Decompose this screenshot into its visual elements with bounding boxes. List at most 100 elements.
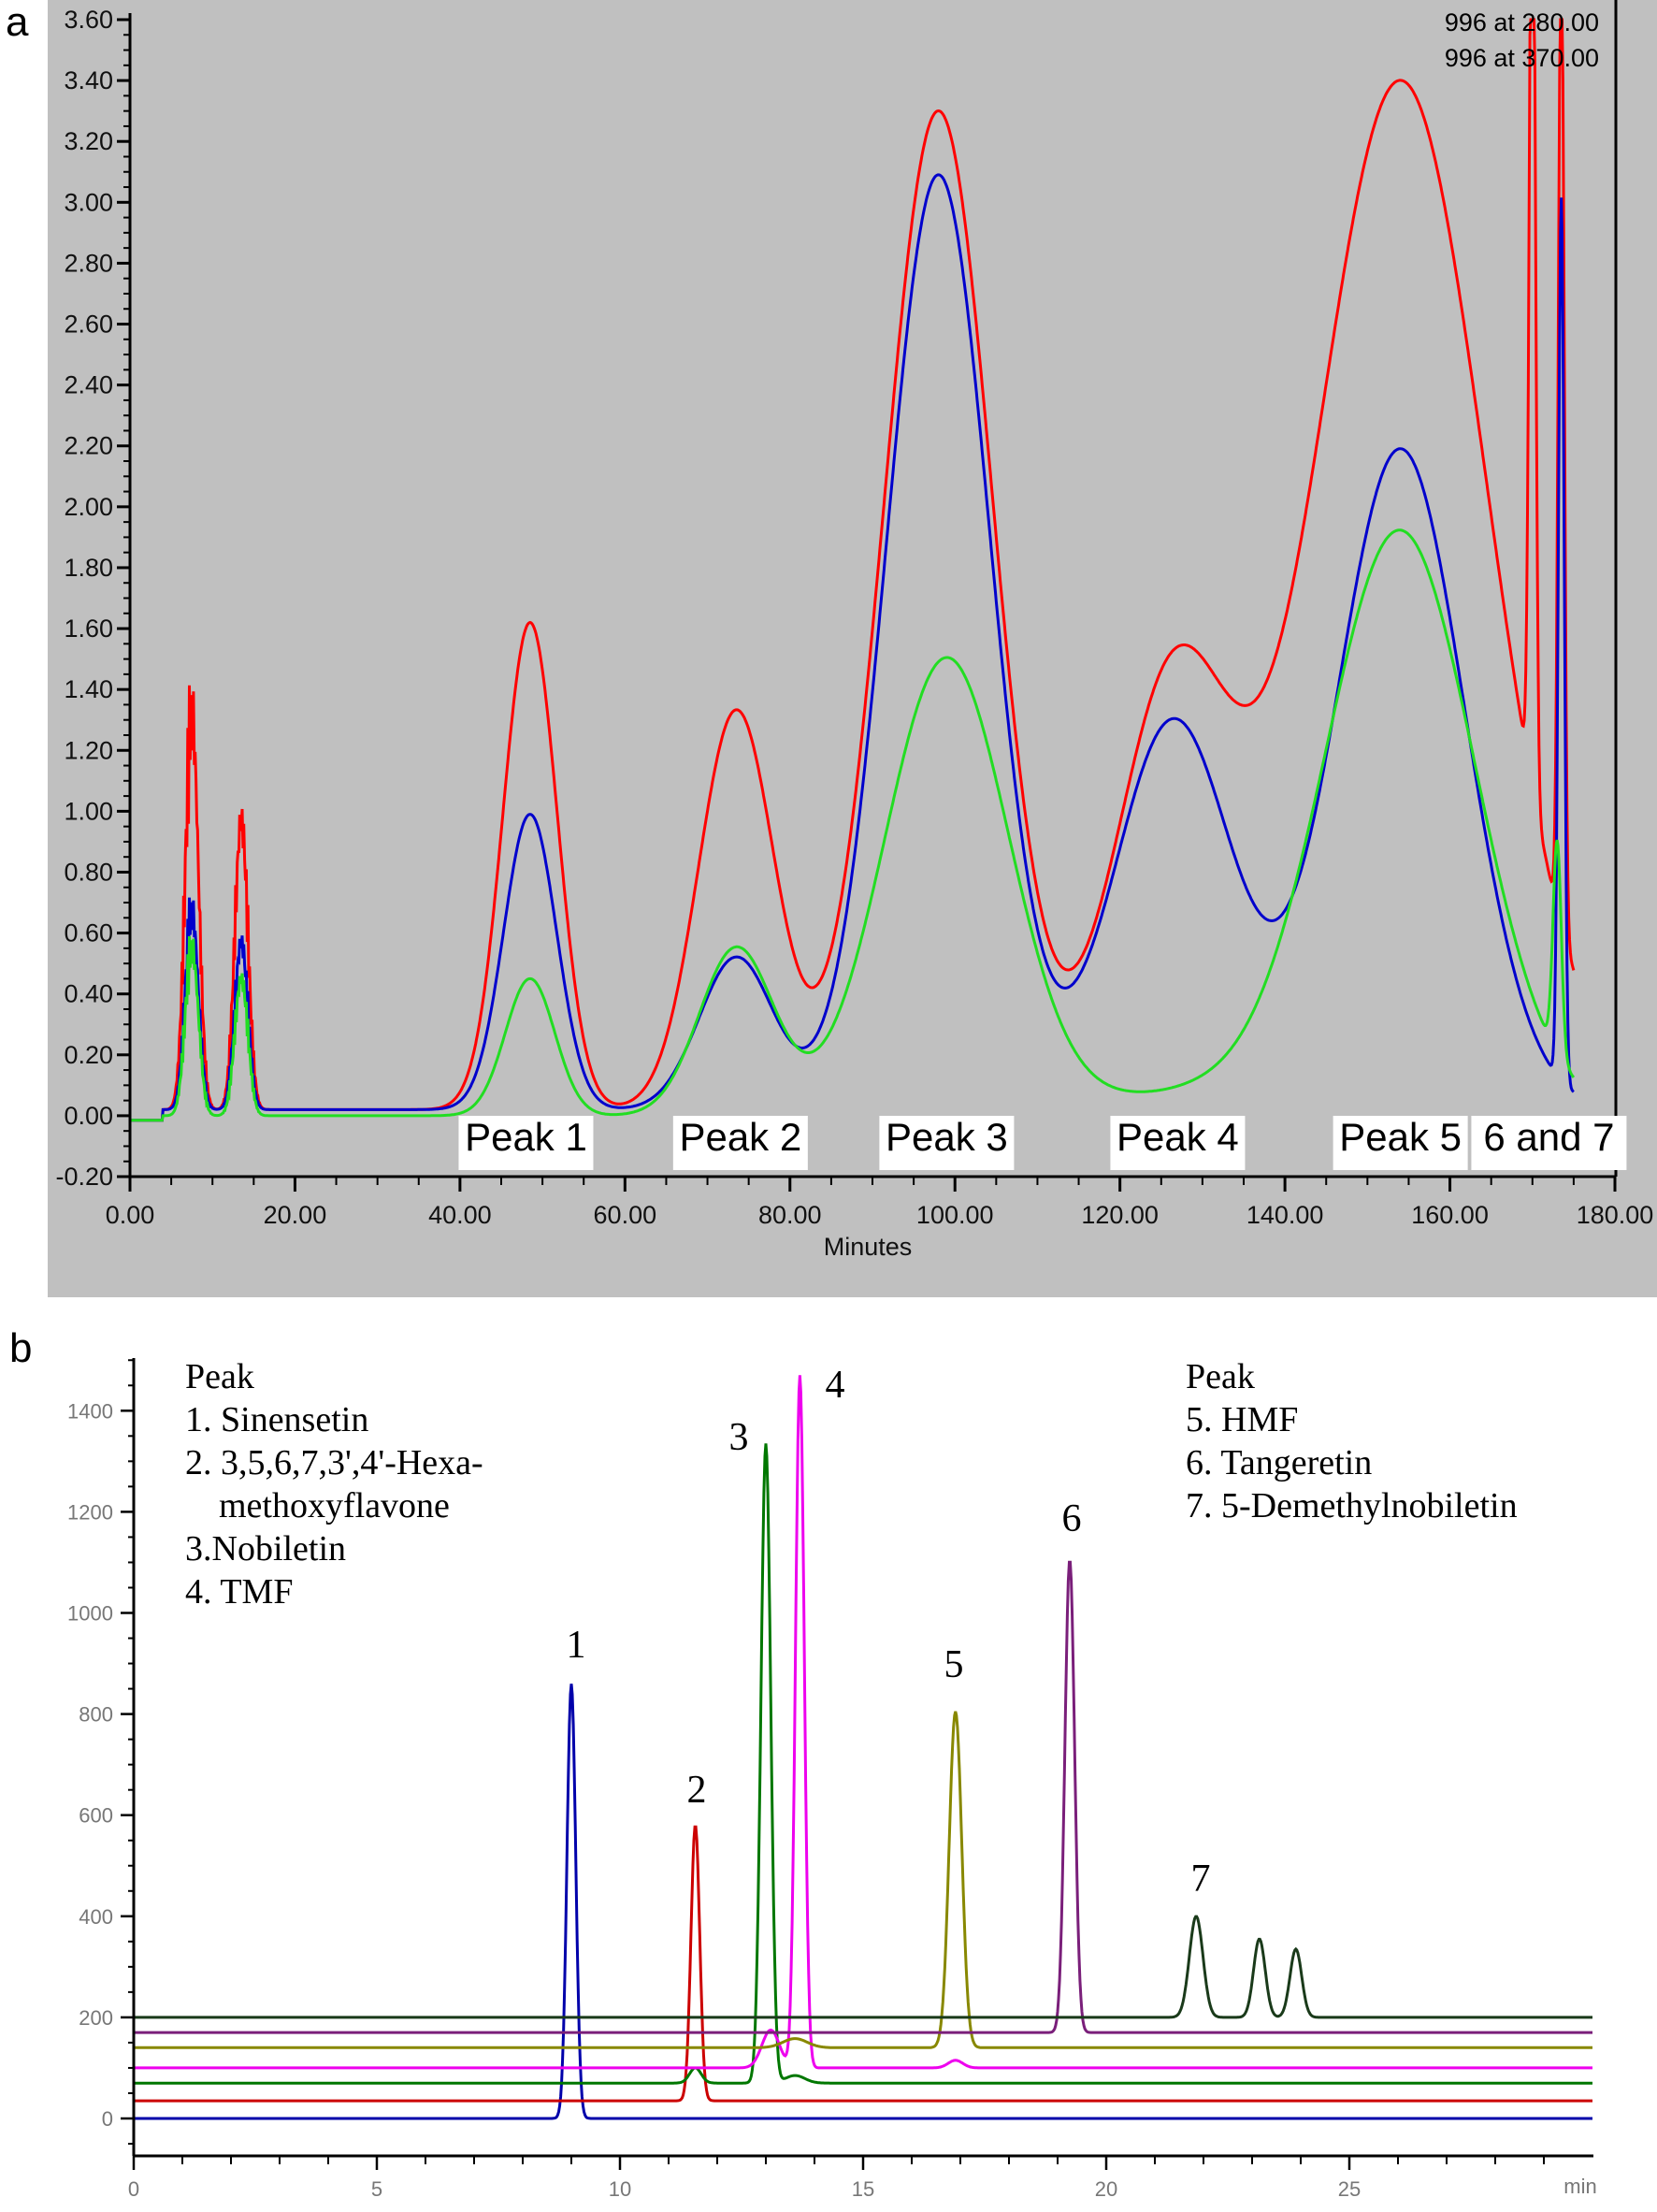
chart-b-x-tick-label: 25 — [1338, 2177, 1361, 2201]
chart-a-peak-label-box — [879, 1116, 1015, 1170]
peak-number-2: 2 — [687, 1769, 707, 1812]
chart-a-x-tick-label: 100.00 — [916, 1201, 994, 1229]
chart-a-y-tick-label: 1.00 — [64, 797, 113, 825]
chart-a-peak-label-text: Peak 2 — [679, 1115, 801, 1159]
chart-a-traces — [130, 18, 1576, 1122]
chart-a-peak-label-box — [1471, 1116, 1627, 1170]
chart-b-series-line — [134, 1443, 1592, 2085]
chart-b-y-tick-label: 200 — [79, 2006, 113, 2030]
chart-a-y-tick-label: 0.80 — [64, 858, 113, 886]
legend-left-line: 1. Sinensetin — [185, 1400, 368, 1439]
chart-a-y-tick-label: 2.20 — [64, 432, 113, 460]
chart-a-peak-label-text: Peak 1 — [465, 1115, 587, 1159]
peak-number-7: 7 — [1191, 1858, 1211, 1901]
chart-a-y-tick-label: 3.00 — [64, 188, 113, 216]
chart-a-x-tick-label: 140.00 — [1246, 1201, 1324, 1229]
chart-a-x-axis-title: Minutes — [824, 1233, 913, 1261]
chart-a-x-tick-label: 40.00 — [428, 1201, 492, 1229]
chart-a-y-tick-label: 1.40 — [64, 675, 113, 703]
chart-b-x-tick-label: 20 — [1095, 2177, 1117, 2201]
chart-a-peak-labels: Peak 1 Peak 2 Peak 3 Peak 4 Peak 5 6 and 7 — [458, 1115, 1627, 1170]
chart-b-y-tick-label: 1000 — [67, 1602, 113, 1626]
chart-b-x-tick-label: 15 — [852, 2177, 874, 2201]
legend-left-line: 4. TMF — [185, 1572, 293, 1612]
chart-a-y-tick-label: 2.00 — [64, 493, 113, 521]
chart-a-y-tick-label: 0.60 — [64, 919, 113, 947]
chart-a-y-tick-label: 2.60 — [64, 311, 113, 339]
chart-b-y-tick-label: 600 — [79, 1804, 113, 1828]
chart-a-legend-280: 996 at 280.00 — [1445, 8, 1599, 36]
chart-b-series-line — [134, 1825, 1592, 2103]
legend-left-heading: Peak — [185, 1357, 254, 1396]
chart-a-peak-label-box — [1333, 1116, 1468, 1170]
chart-a-peak-label: Peak 4 — [1110, 1115, 1246, 1170]
chart-a-peak-label: Peak 1 — [458, 1115, 594, 1170]
chart-a-legend-370: 996 at 370.00 — [1445, 44, 1599, 72]
chart-b-x-axis-title: min — [1563, 2175, 1596, 2198]
peak-number-5: 5 — [944, 1643, 964, 1686]
chart-a-x-tick-label: 0.00 — [106, 1201, 155, 1229]
chart-a-y-tick-label: 2.40 — [64, 371, 113, 399]
chart-a-y-tick-label: 2.80 — [64, 249, 113, 277]
peak-number-1: 1 — [567, 1624, 586, 1667]
chart-b-series-line — [134, 1560, 1592, 2034]
chart-a-y-tick-label: 3.20 — [64, 127, 113, 155]
chart-a-y-tick-label: 1.20 — [64, 736, 113, 764]
legend-right-line: 5. HMF — [1186, 1400, 1298, 1439]
chart-a-peak-label: 6 and 7 — [1471, 1115, 1627, 1170]
chart-b-y-tick-label: 1400 — [67, 1399, 113, 1423]
chart-a-x-tick-label: 180.00 — [1577, 1201, 1654, 1229]
chart-a-x-tick-label: 60.00 — [594, 1201, 657, 1229]
legend-right-line: 7. 5-Demethylnobiletin — [1186, 1486, 1518, 1525]
chart-b-series-line — [134, 1684, 1592, 2120]
chart-a-y-tick-label: -0.20 — [55, 1163, 113, 1191]
chart-a-x-ticks: 0.00 20.00 40.00 60.00 80.00 100.00 120.00 140.… — [106, 1177, 1654, 1229]
chart-b-x-tick-label: 0 — [128, 2177, 139, 2201]
chart-a-y-tick-label: 3.40 — [64, 66, 113, 94]
chart-a-peak-label: Peak 2 — [672, 1115, 808, 1170]
chart-a-peak-label-text: Peak 5 — [1339, 1115, 1462, 1159]
peak-number-6: 6 — [1062, 1497, 1082, 1540]
panel-letter-a: a — [6, 0, 29, 45]
chart-b-legend-right: Peak 5. HMF 6. Tangeretin 7. 5-Demethyln… — [1186, 1357, 1518, 1525]
chart-a-x-tick-label: 120.00 — [1081, 1201, 1159, 1229]
chart-b-legend-left: Peak 1. Sinensetin 2. 3,5,6,7,3',4'-Hexa… — [185, 1357, 483, 1612]
chart-a-y-tick-label: 0.20 — [64, 1041, 113, 1069]
chart-b-y-ticks: 0 200 400 600 800 1000 1200 1400 — [67, 1359, 134, 2146]
chart-b-x-tick-label: 10 — [609, 2177, 631, 2201]
chart-a-y-tick-label: 0.00 — [64, 1102, 113, 1130]
legend-left-line: 3.Nobiletin — [185, 1529, 346, 1569]
chart-a-y-tick-label: 0.40 — [64, 980, 113, 1008]
legend-left-line: 2. 3,5,6,7,3',4'-Hexa- — [185, 1443, 483, 1482]
chart-b-y-tick-label: 400 — [79, 1905, 113, 1929]
chart-b-peak-numbers: 1 2 3 4 5 6 7 — [567, 1364, 1211, 1901]
chart-a-y-tick-label: 1.60 — [64, 614, 113, 643]
chart-a-y-tick-label: 1.80 — [64, 554, 113, 582]
chart-a-y-ticks: -0.20 0.00 0.20 0.40 0.60 0.80 1.00 1.20 1.40 1.6… — [55, 6, 130, 1191]
chart-b-series-line — [134, 1375, 1592, 2070]
chart-a-peak-label-text: Peak 3 — [886, 1115, 1008, 1159]
chart-a-x-tick-label: 20.00 — [264, 1201, 327, 1229]
chart-a-peak-label-box — [458, 1116, 594, 1170]
chart-b-traces — [134, 1375, 1592, 2120]
chart-a-peak-label-box — [1110, 1116, 1246, 1170]
chart-b-y-tick-label: 1200 — [67, 1500, 113, 1524]
chart-a-peak-label-box — [672, 1116, 808, 1170]
peak-number-3: 3 — [729, 1416, 749, 1459]
chart-b-x-ticks: 0 5 10 15 20 25 — [128, 2156, 1545, 2201]
chart-a-x-tick-label: 80.00 — [758, 1201, 822, 1229]
chart-a-y-tick-label: 3.60 — [64, 6, 113, 34]
chart-b-series-line — [134, 1711, 1592, 2049]
chart-b-series-line — [134, 1915, 1592, 2019]
chart-a-background — [48, 0, 1657, 1297]
chart-b-x-tick-label: 5 — [371, 2177, 382, 2201]
chart-a-peak-label: Peak 5 — [1333, 1115, 1468, 1170]
chart-b-y-tick-label: 800 — [79, 1703, 113, 1727]
peak-number-4: 4 — [826, 1364, 845, 1407]
panel-letter-b: b — [9, 1325, 32, 1371]
chart-a-peak-label-text: Peak 4 — [1117, 1115, 1239, 1159]
legend-left-line: methoxyflavone — [219, 1486, 450, 1525]
chart-a-x-tick-label: 160.00 — [1411, 1201, 1489, 1229]
